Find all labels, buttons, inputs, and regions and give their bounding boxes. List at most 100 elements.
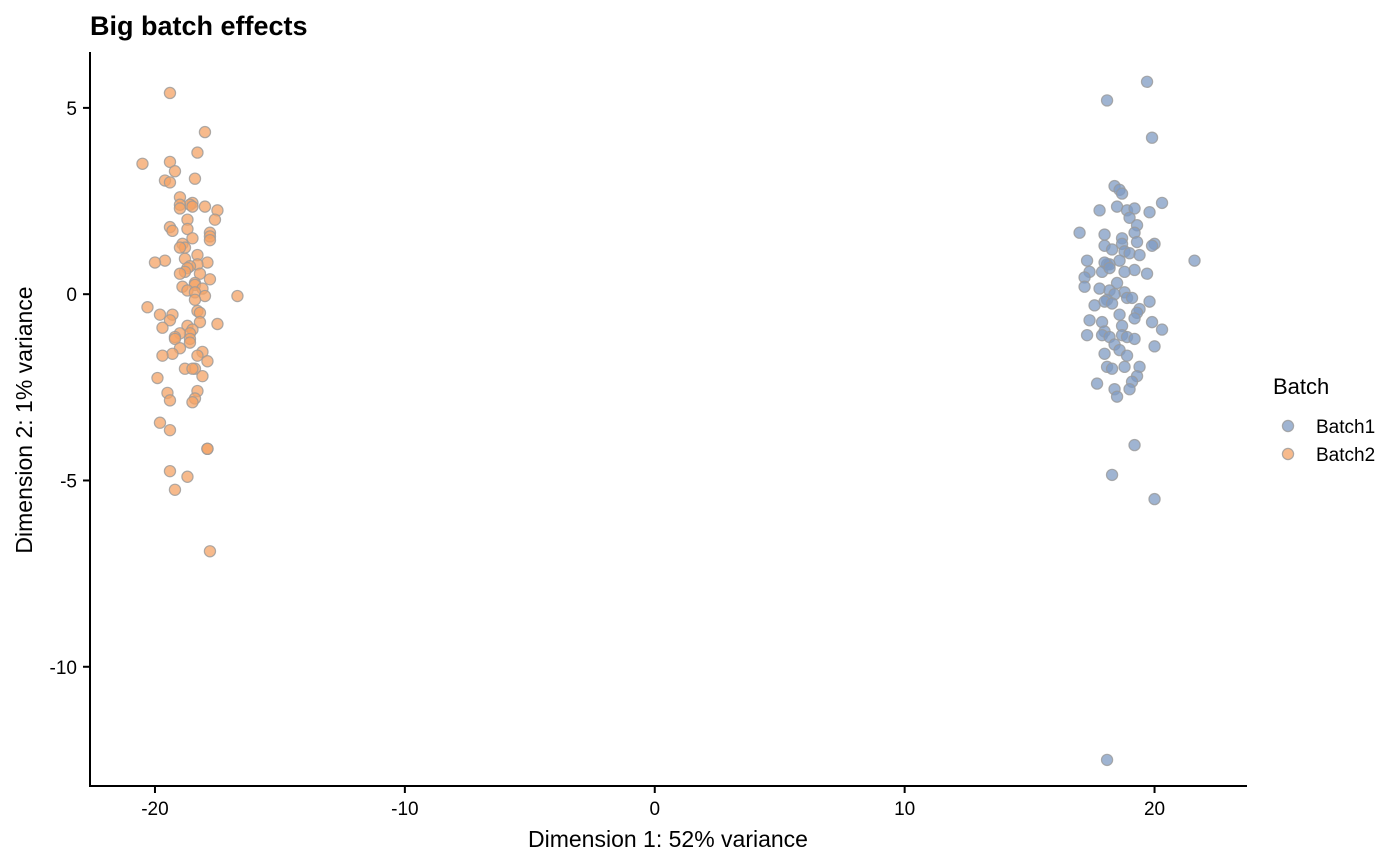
batch2-point: [188, 293, 202, 306]
batch2-point: [193, 267, 207, 280]
batch2-point: [163, 155, 177, 169]
batch2-point: [203, 273, 217, 286]
batch2-point: [166, 347, 179, 360]
batch1-point: [1115, 187, 1129, 200]
batch2-point: [136, 157, 149, 170]
batch1-point: [1118, 360, 1131, 374]
batch2-point: [231, 289, 244, 303]
batch2-point: [201, 256, 214, 269]
batch2-point: [166, 224, 179, 238]
batch1-point: [1105, 468, 1119, 482]
batch2-point: [173, 241, 187, 254]
x-tick-label: 10: [894, 799, 915, 820]
x-tick-label: 0: [649, 799, 660, 820]
batch1-point: [1120, 349, 1134, 362]
batch1-point: [1123, 211, 1136, 225]
legend-items: Batch1 Batch2: [1281, 417, 1375, 466]
chart-title: Big batch effects: [90, 11, 308, 41]
batch2-point: [148, 256, 162, 269]
batch2-point: [203, 545, 217, 558]
batch2-point: [193, 315, 207, 329]
x-tick-label: 20: [1144, 799, 1165, 820]
batch1-point: [1080, 328, 1094, 342]
batch1-point: [1148, 340, 1161, 353]
batch1-point: [1143, 295, 1156, 308]
batch1-point: [1100, 94, 1114, 107]
batch1-point: [1098, 228, 1111, 241]
batch1-point: [1078, 280, 1091, 293]
batch1-point: [1145, 315, 1159, 329]
batch2-point: [163, 86, 177, 100]
batch2-point: [163, 423, 177, 437]
points-layer: [136, 75, 1201, 767]
batch2-point: [168, 165, 182, 178]
batch2-point: [186, 396, 199, 409]
batch1-point: [1128, 263, 1141, 277]
batch2-point: [196, 369, 209, 383]
y-tick-label: 0: [66, 285, 77, 306]
batch2-point: [181, 222, 194, 236]
y-ticks: -10 -5 0 5: [50, 99, 90, 679]
batch1-point: [1088, 299, 1101, 312]
y-tick-label: -10: [50, 658, 77, 679]
batch1-point: [1133, 248, 1146, 262]
legend-label: Batch1: [1316, 417, 1375, 438]
batch1-point: [1145, 131, 1159, 144]
batch1-point: [1188, 254, 1201, 267]
batch2-point: [173, 202, 187, 215]
batch2-point: [201, 355, 214, 368]
batch2-point: [163, 394, 177, 407]
batch2-point: [208, 213, 222, 226]
batch1-point: [1155, 323, 1169, 336]
x-tick-label: -20: [141, 799, 168, 820]
batch2-point: [203, 233, 217, 247]
batch2-point: [173, 267, 187, 280]
x-axis-label: Dimension 1: 52% variance: [528, 826, 808, 852]
batch2-point: [153, 416, 167, 429]
batch1-point: [1105, 243, 1119, 256]
batch1-point: [1100, 753, 1114, 767]
y-tick-label: 5: [66, 99, 77, 120]
batch1-point: [1140, 75, 1154, 89]
y-tick-label: -5: [60, 471, 77, 492]
batch2-point: [186, 232, 199, 245]
batch1-point: [1128, 332, 1141, 346]
batch1-point: [1113, 308, 1126, 321]
y-axis-label: Dimension 2: 1% variance: [11, 286, 37, 553]
batch2-point: [163, 314, 177, 327]
batch2-point: [141, 301, 154, 314]
batch1-point: [1080, 254, 1094, 267]
batch1-point: [1118, 265, 1131, 279]
batch2-point: [188, 172, 202, 185]
batch2-point: [151, 371, 164, 385]
batch1-point: [1128, 202, 1141, 215]
batch1-point: [1125, 291, 1139, 305]
batch1-point: [1130, 235, 1144, 249]
batch1-point: [1140, 267, 1154, 280]
batch1-point: [1148, 492, 1161, 506]
batch2-point: [198, 200, 212, 213]
batch1-point: [1098, 347, 1111, 360]
batch1-point: [1155, 196, 1169, 210]
batch1-point: [1123, 246, 1136, 260]
batch2-point: [168, 483, 182, 496]
batch1-point: [1073, 226, 1086, 239]
batch2-point: [183, 336, 197, 349]
batch1-point: [1123, 382, 1136, 396]
batch2-point: [191, 349, 204, 362]
x-tick-label: -10: [391, 799, 418, 820]
batch2-point: [186, 200, 199, 213]
batch1-point: [1090, 377, 1104, 390]
batch2-point: [201, 442, 214, 456]
batch2-point: [198, 125, 212, 139]
batch2-point: [156, 349, 169, 362]
batch2-point: [163, 464, 177, 478]
batch2-point: [156, 321, 169, 334]
batch2-point: [186, 362, 199, 375]
batch2-point: [191, 146, 204, 159]
batch1-point: [1093, 282, 1106, 295]
batch2-point: [153, 308, 167, 321]
batch1-point: [1103, 261, 1116, 275]
batch2-point: [181, 470, 194, 483]
